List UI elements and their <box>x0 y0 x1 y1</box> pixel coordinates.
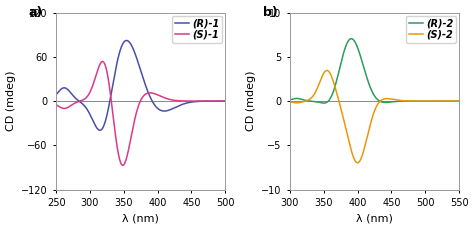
Line: (S)-2: (S)-2 <box>290 71 463 163</box>
(S)-2 <box>317 81 323 83</box>
(R)-1 <box>223 100 228 102</box>
(R)-1 <box>83 106 89 109</box>
(R)-2 <box>438 100 444 102</box>
(S)-1 <box>119 164 125 166</box>
(R)-2 <box>287 98 293 101</box>
(R)-1 <box>97 129 103 132</box>
Text: b): b) <box>263 5 278 19</box>
(S)-2 <box>361 149 366 152</box>
(R)-2 <box>460 100 465 102</box>
(S)-1 <box>83 96 89 99</box>
Line: (R)-1: (R)-1 <box>56 41 228 130</box>
Legend: (R)-1, (S)-1: (R)-1, (S)-1 <box>172 16 222 43</box>
X-axis label: λ (nm): λ (nm) <box>122 213 159 224</box>
(R)-1 <box>53 93 59 96</box>
(S)-1 <box>73 101 79 104</box>
(R)-2 <box>456 100 462 102</box>
(R)-2 <box>307 100 312 102</box>
(R)-1 <box>124 39 129 42</box>
(R)-1 <box>204 100 210 103</box>
(S)-2 <box>355 161 360 164</box>
(R)-2 <box>321 102 327 104</box>
(S)-1 <box>120 164 126 167</box>
(S)-2 <box>287 101 293 103</box>
(R)-1 <box>226 100 231 102</box>
(S)-2 <box>324 69 330 72</box>
Y-axis label: CD (mdeg): CD (mdeg) <box>6 71 16 131</box>
(S)-1 <box>127 142 133 145</box>
(S)-1 <box>226 100 231 102</box>
(R)-1 <box>73 97 79 100</box>
Y-axis label: CD (mdeg): CD (mdeg) <box>246 71 255 131</box>
(S)-1 <box>223 100 228 102</box>
(R)-1 <box>119 43 125 46</box>
Legend: (R)-2, (S)-2: (R)-2, (S)-2 <box>406 16 456 43</box>
(S)-1 <box>53 103 59 106</box>
(S)-2 <box>307 98 312 101</box>
(R)-2 <box>317 101 323 104</box>
(R)-1 <box>127 41 133 44</box>
(S)-2 <box>353 161 359 164</box>
X-axis label: λ (nm): λ (nm) <box>356 213 393 224</box>
(R)-2 <box>354 43 359 46</box>
(R)-2 <box>361 66 366 68</box>
(S)-1 <box>100 60 105 63</box>
Line: (S)-1: (S)-1 <box>56 61 228 165</box>
(S)-1 <box>204 100 210 102</box>
(S)-2 <box>460 100 465 102</box>
(S)-2 <box>438 100 444 102</box>
Line: (R)-2: (R)-2 <box>290 39 463 103</box>
Text: a): a) <box>29 5 43 19</box>
(S)-2 <box>456 100 462 102</box>
(R)-2 <box>348 37 354 40</box>
